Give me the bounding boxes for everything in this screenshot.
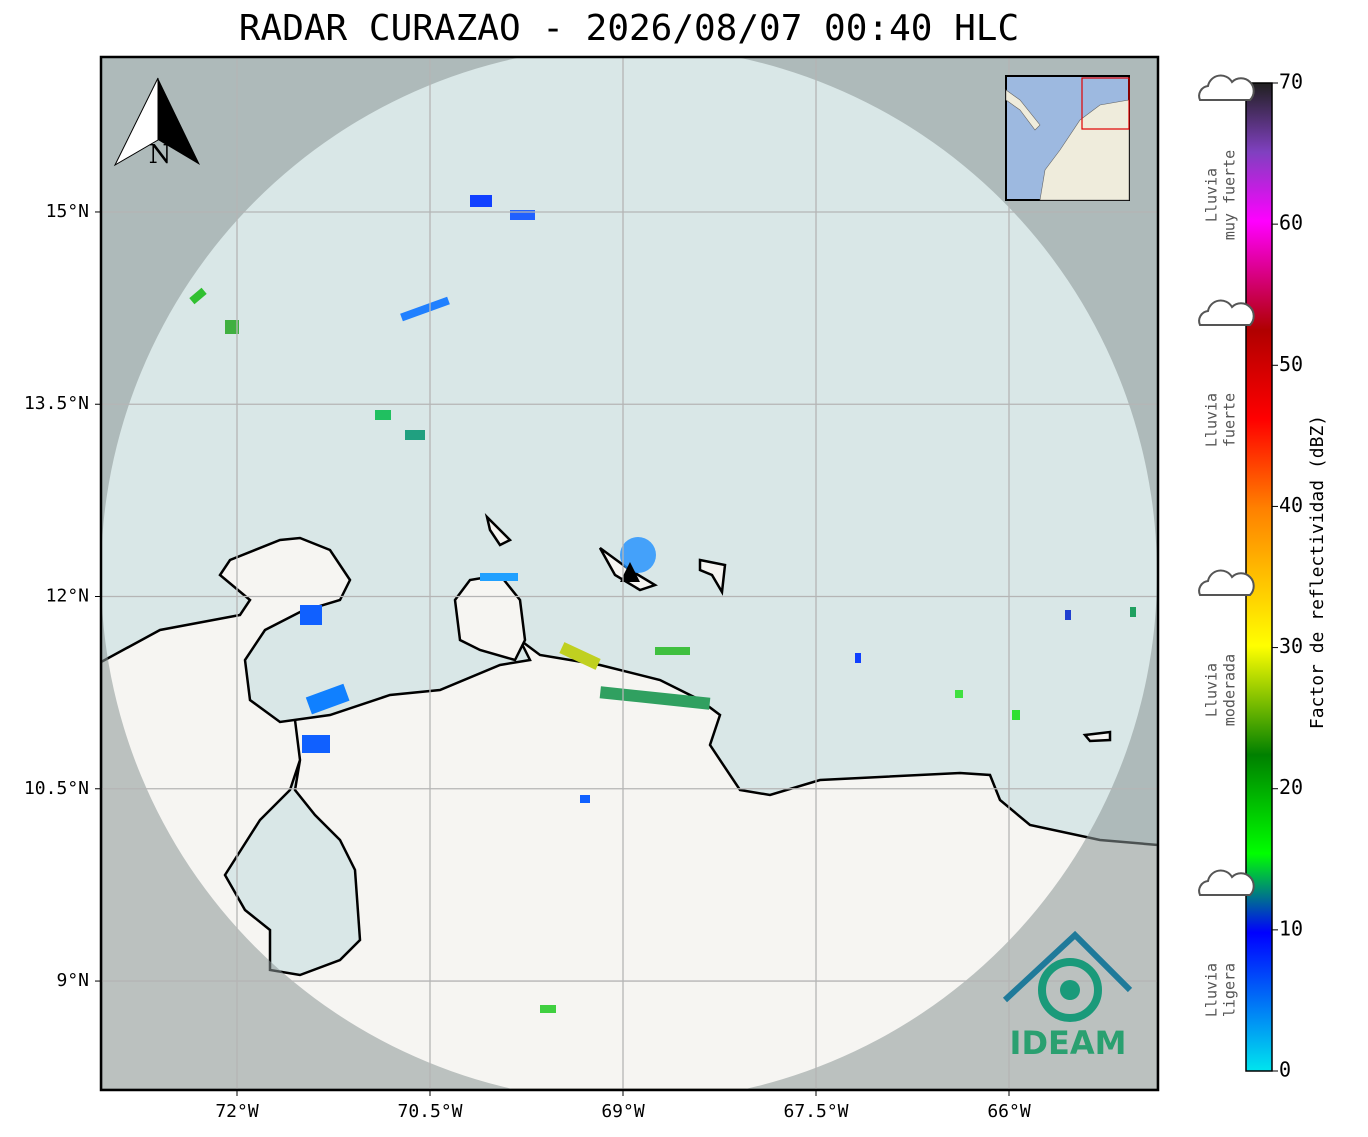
- colorbar-tick-label: 0: [1279, 1058, 1291, 1082]
- cloud-icon: [1198, 569, 1255, 596]
- x-tick-label: 72°W: [215, 1101, 259, 1122]
- margarita: [1082, 730, 1112, 743]
- aruba: [484, 513, 513, 547]
- x-tick-label: 70.5°W: [397, 1101, 462, 1122]
- colorbar-tick-label: 70: [1279, 70, 1303, 94]
- colorbar-tick-label: 50: [1279, 352, 1303, 376]
- bonaire: [698, 558, 727, 596]
- logo-text: IDEAM: [1010, 1024, 1127, 1062]
- mainland: [101, 536, 1158, 1090]
- rain-legend-label: muy fuerte: [1221, 150, 1239, 240]
- radar-echoes: [189, 195, 1136, 1013]
- y-tick-label: 13.5°N: [24, 393, 89, 414]
- radar-site: [620, 562, 640, 582]
- x-tick-label: 67.5°W: [783, 1101, 848, 1122]
- y-tick-label: 15°N: [46, 201, 89, 222]
- colorbar-tick-label: 60: [1279, 211, 1303, 235]
- colorbar-label: Factor de reflectividad (dBZ): [1307, 415, 1328, 729]
- lake-maracaibo: [223, 719, 362, 977]
- map-area: [101, 57, 1158, 1090]
- y-tick-label: 12°N: [46, 586, 89, 607]
- x-tick-label: 66°W: [987, 1101, 1031, 1122]
- x-tick-label: 69°W: [601, 1101, 645, 1122]
- rain-legend-label: Lluvia: [1203, 393, 1221, 447]
- ideam-logo: IDEAM: [1002, 930, 1133, 1062]
- rain-legend-label: fuerte: [1221, 393, 1239, 447]
- colorbar-tick-label: 30: [1279, 634, 1303, 658]
- y-tick-label: 10.5°N: [24, 778, 89, 799]
- cloud-icon: [1198, 299, 1255, 326]
- rain-legend-label: Lluvia: [1203, 963, 1221, 1017]
- rain-legend-label: Lluvia: [1203, 168, 1221, 222]
- title: RADAR CURAZAO - 2026/08/07 00:40 HLC: [239, 8, 1019, 49]
- colorbar-tick-label: 10: [1279, 916, 1303, 940]
- cloud-icon: [1198, 74, 1255, 101]
- north-label: N: [149, 140, 172, 170]
- inset-map: [1005, 75, 1130, 201]
- rain-legend-label: ligera: [1221, 963, 1239, 1017]
- rain-legend-label: Lluvia: [1203, 663, 1221, 717]
- cloud-icon: [1198, 869, 1255, 896]
- plot-frame: [99, 55, 1160, 1092]
- colorbar-tick-label: 20: [1279, 775, 1303, 799]
- y-tick-label: 9°N: [56, 970, 89, 991]
- rain-legend-label: moderada: [1221, 654, 1239, 726]
- colorbar-tick-label: 40: [1279, 493, 1303, 517]
- north-arrow: N: [113, 77, 200, 170]
